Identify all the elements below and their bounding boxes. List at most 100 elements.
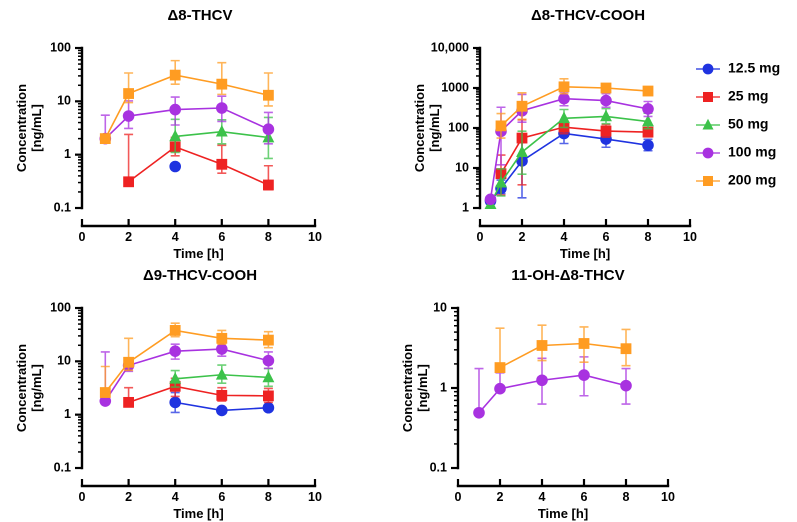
- x-tick-label: 2: [519, 230, 526, 244]
- data-point: [216, 102, 228, 114]
- data-point: [262, 370, 275, 383]
- data-point: [263, 334, 274, 346]
- series-line: [104, 348, 269, 402]
- x-tick-label: 0: [79, 230, 86, 244]
- x-tick-label: 8: [645, 230, 652, 244]
- data-point: [600, 82, 612, 94]
- data-point: [169, 345, 181, 357]
- data-point: [495, 175, 507, 188]
- series-25-mg: [123, 133, 274, 191]
- data-point: [263, 179, 274, 191]
- x-tick-label: 4: [561, 230, 568, 244]
- data-point: [169, 103, 181, 116]
- y-tick-label: 10: [433, 300, 447, 314]
- data-point: [536, 374, 548, 387]
- x-tick-label: 8: [265, 490, 272, 504]
- legend-label: 50 mg: [728, 116, 768, 132]
- data-point: [516, 100, 528, 112]
- data-point: [215, 368, 228, 380]
- x-axis-title: Time [h]: [538, 506, 588, 521]
- data-point: [263, 390, 274, 402]
- series-200-mg: [99, 59, 274, 145]
- x-tick-label: 6: [218, 490, 225, 504]
- y-axis-title-line2: [ng/mL]: [29, 104, 44, 152]
- series-line: [489, 132, 649, 202]
- x-tick-label: 10: [683, 230, 697, 244]
- panel-delta9-thcv-cooh: Δ9-THCV-COOH 0.1 1 10 100 Concentration [ng/mL…: [0, 260, 400, 522]
- data-point: [558, 111, 570, 124]
- legend-label: 12.5 mg: [728, 60, 780, 76]
- legend-item-100-mg[interactable]: 100 mg: [696, 144, 776, 160]
- series-200-mg: [99, 322, 274, 398]
- x-tick-label: 2: [125, 230, 132, 244]
- data-point: [262, 354, 275, 367]
- data-point: [536, 340, 548, 351]
- legend-item-25-mg[interactable]: 25 mg: [696, 88, 768, 104]
- legend-item-12-5-mg[interactable]: 12.5 mg: [696, 60, 780, 76]
- data-point: [216, 158, 228, 170]
- x-axis-title: Time [h]: [560, 246, 610, 261]
- x-tick-label: 6: [581, 490, 588, 504]
- y-tick-label: 1: [64, 147, 71, 161]
- series-25-mg: [123, 377, 274, 408]
- data-point: [642, 139, 654, 152]
- x-tick-label: 0: [79, 490, 86, 504]
- data-point: [642, 114, 654, 127]
- legend-item-50-mg[interactable]: 50 mg: [696, 116, 768, 132]
- panel-11-oh-delta8-thcv: 11-OH-Δ8-THCV 0.1 1 10 Concentration [ng/mL] 0…: [398, 260, 698, 522]
- x-tick-label: 10: [308, 230, 322, 244]
- legend-marker-square-icon: [703, 92, 713, 102]
- data-point: [99, 387, 111, 398]
- data-point: [578, 338, 590, 349]
- data-point: [169, 160, 181, 173]
- y-tick-label: 100: [50, 40, 71, 54]
- series-12-5-mg: [484, 124, 654, 207]
- legend-label: 100 mg: [728, 144, 776, 160]
- series-line: [499, 342, 627, 369]
- panel-title: 11-OH-Δ8-THCV: [511, 267, 624, 284]
- data-point: [620, 379, 632, 392]
- x-tick-label: 8: [623, 490, 630, 504]
- legend-item-200-mg[interactable]: 200 mg: [696, 172, 776, 188]
- y-tick-label: 1: [440, 380, 447, 394]
- data-point: [642, 103, 654, 115]
- data-point: [642, 126, 654, 138]
- data-point: [216, 389, 228, 401]
- data-point: [122, 110, 135, 122]
- y-tick-label: 1: [64, 407, 71, 421]
- data-point: [600, 109, 612, 122]
- data-point: [600, 94, 612, 107]
- data-point: [558, 81, 570, 93]
- data-point: [215, 124, 228, 137]
- data-point: [558, 92, 570, 105]
- panel-delta8-thcv-cooh: Δ8-THCV-COOH 1 10 100 1000 10,000 Concentratio…: [398, 0, 698, 261]
- data-point: [578, 369, 590, 381]
- data-point: [169, 69, 181, 81]
- legend-marker-square-icon: [703, 176, 713, 186]
- data-point: [516, 145, 528, 157]
- y-tick-label: 1: [462, 200, 469, 214]
- y-tick-label: 0.1: [430, 460, 447, 474]
- data-point: [620, 343, 632, 355]
- data-point: [169, 129, 182, 142]
- series-200-mg: [495, 77, 654, 139]
- panel-d-svg: 11-OH-Δ8-THCV 0.1 1 10 Concentration [ng/mL] 0…: [400, 267, 675, 521]
- data-point: [169, 325, 181, 336]
- legend-marker-circle-icon: [702, 63, 714, 75]
- data-point: [263, 89, 274, 101]
- data-point: [169, 396, 181, 409]
- series-12-5-mg: [169, 160, 181, 173]
- data-point: [600, 125, 612, 137]
- data-point: [473, 406, 485, 419]
- series-200-mg: [494, 324, 632, 373]
- series-12-5-mg: [169, 391, 275, 417]
- series-100-mg: [99, 95, 275, 145]
- data-point: [494, 362, 506, 373]
- y-axis-title-line2: [ng/mL]: [427, 104, 442, 152]
- data-point: [494, 382, 506, 395]
- data-point: [99, 395, 112, 407]
- y-axis-title-line1: Concentration: [412, 84, 427, 172]
- y-tick-label: 10: [57, 94, 71, 108]
- legend-marker-circle-icon: [702, 147, 714, 159]
